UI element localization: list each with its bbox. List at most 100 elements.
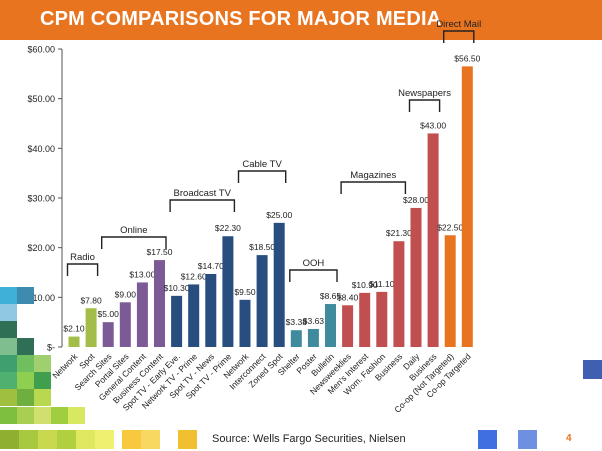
bar-24 [461,66,473,347]
bar-value-label: $3.38 [286,317,308,327]
bar-value-label: $11.10 [369,279,395,289]
bar-9 [205,273,217,347]
group-label: Broadcast TV [174,188,232,199]
bar-value-label: $3.63 [303,316,325,326]
decorative-square [68,407,85,424]
bar-value-label: $9.50 [234,287,256,297]
bar-value-label: $2.10 [63,324,85,334]
bar-12 [256,255,268,347]
bar-value-label: $22.50 [437,222,463,232]
bar-13 [273,222,285,347]
bar-3 [102,322,114,347]
group-bracket [101,236,167,249]
decorative-square [583,360,602,379]
bar-10 [222,236,234,347]
bar-6 [154,260,165,347]
decorative-square [34,407,51,424]
bar-value-label: $12.60 [181,271,207,281]
decorative-square [51,407,68,424]
decorative-square [0,372,17,389]
group-bracket [66,263,99,276]
bar-15 [307,328,319,347]
decorative-square [17,287,34,304]
bar-21 [410,207,422,347]
decorative-square [0,321,17,338]
decorative-square [0,355,17,372]
decorative-square [17,407,34,424]
bar-value-label: $25.00 [266,210,292,220]
decorative-square [34,372,51,389]
group-label: Direct Mail [436,19,481,30]
decorative-square [0,430,19,449]
bar-1 [68,336,80,347]
decorative-square [17,355,34,372]
group-label: OOH [303,258,325,269]
bar-22 [427,133,439,347]
group-label: Cable TV [242,159,282,170]
group-label: Online [120,225,147,236]
decorative-square [0,338,17,355]
decorative-square [17,389,34,406]
decorative-square [57,430,76,449]
bar-value-label: $28.00 [403,195,429,205]
decorative-square [478,430,497,449]
group-label: Radio [70,252,95,263]
bar-value-label: $10.30 [164,283,190,293]
bar-value-label: $9.00 [115,289,137,299]
bar-value-label: $14.70 [198,261,224,271]
bar-value-label: $18.50 [249,242,275,252]
decorative-square [122,430,141,449]
bar-16 [325,304,336,347]
bar-value-label: $43.00 [420,120,446,130]
decorative-square [38,430,57,449]
bar-7 [171,295,183,347]
bar-value-label: $10.90 [352,280,378,290]
group-bracket [340,181,407,194]
bar-value-label: $17.50 [147,247,173,257]
group-label: Newspapers [398,88,451,99]
bar-4 [119,302,131,347]
bar-value-label: $56.50 [454,53,480,63]
bar-2 [85,308,97,347]
bar-value-label: $8.40 [337,292,359,302]
y-tick-label: $10.00 [27,293,55,303]
bar-20 [393,241,405,347]
bar-19 [376,291,388,347]
bar-17 [342,305,354,347]
y-tick-label: $- [47,343,55,353]
decorative-square [0,407,17,424]
bar-11 [239,299,251,347]
group-label: Magazines [350,170,396,181]
bar-value-label: $21.30 [386,228,412,238]
bar-14 [290,330,302,347]
decorative-square [518,430,537,449]
bar-value-label: $5.00 [98,309,120,319]
bar-value-label: $22.30 [215,223,241,233]
decorative-square [76,430,95,449]
decorative-square [34,355,51,372]
y-tick-label: $20.00 [27,243,55,253]
group-bracket [408,99,441,112]
slide-title: CPM COMPARISONS FOR MAJOR MEDIA [40,8,442,30]
group-bracket [169,199,236,212]
y-tick-label: $60.00 [27,45,55,55]
bar-5 [136,282,148,347]
header-bar: CPM COMPARISONS FOR MAJOR MEDIA [0,0,602,40]
y-tick-label: $50.00 [27,94,55,104]
decorative-square [0,287,17,304]
bar-23 [444,235,456,347]
decorative-square [0,304,17,321]
category-label: Network [50,351,80,381]
decorative-square [34,389,51,406]
decorative-square [141,430,160,449]
bar-value-label: $7.80 [80,295,102,305]
group-bracket [237,170,287,183]
decorative-square [17,372,34,389]
decorative-square [17,338,34,355]
group-bracket [443,30,475,43]
bar-value-label: $13.00 [129,269,155,279]
group-bracket [289,269,338,282]
decorative-square [0,389,17,406]
decorative-square [178,430,197,449]
